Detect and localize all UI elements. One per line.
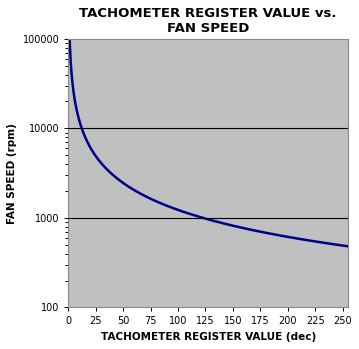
Y-axis label: FAN SPEED (rpm): FAN SPEED (rpm) <box>7 123 17 224</box>
Title: TACHOMETER REGISTER VALUE vs.
FAN SPEED: TACHOMETER REGISTER VALUE vs. FAN SPEED <box>79 7 337 35</box>
X-axis label: TACHOMETER REGISTER VALUE (dec): TACHOMETER REGISTER VALUE (dec) <box>101 332 316 342</box>
